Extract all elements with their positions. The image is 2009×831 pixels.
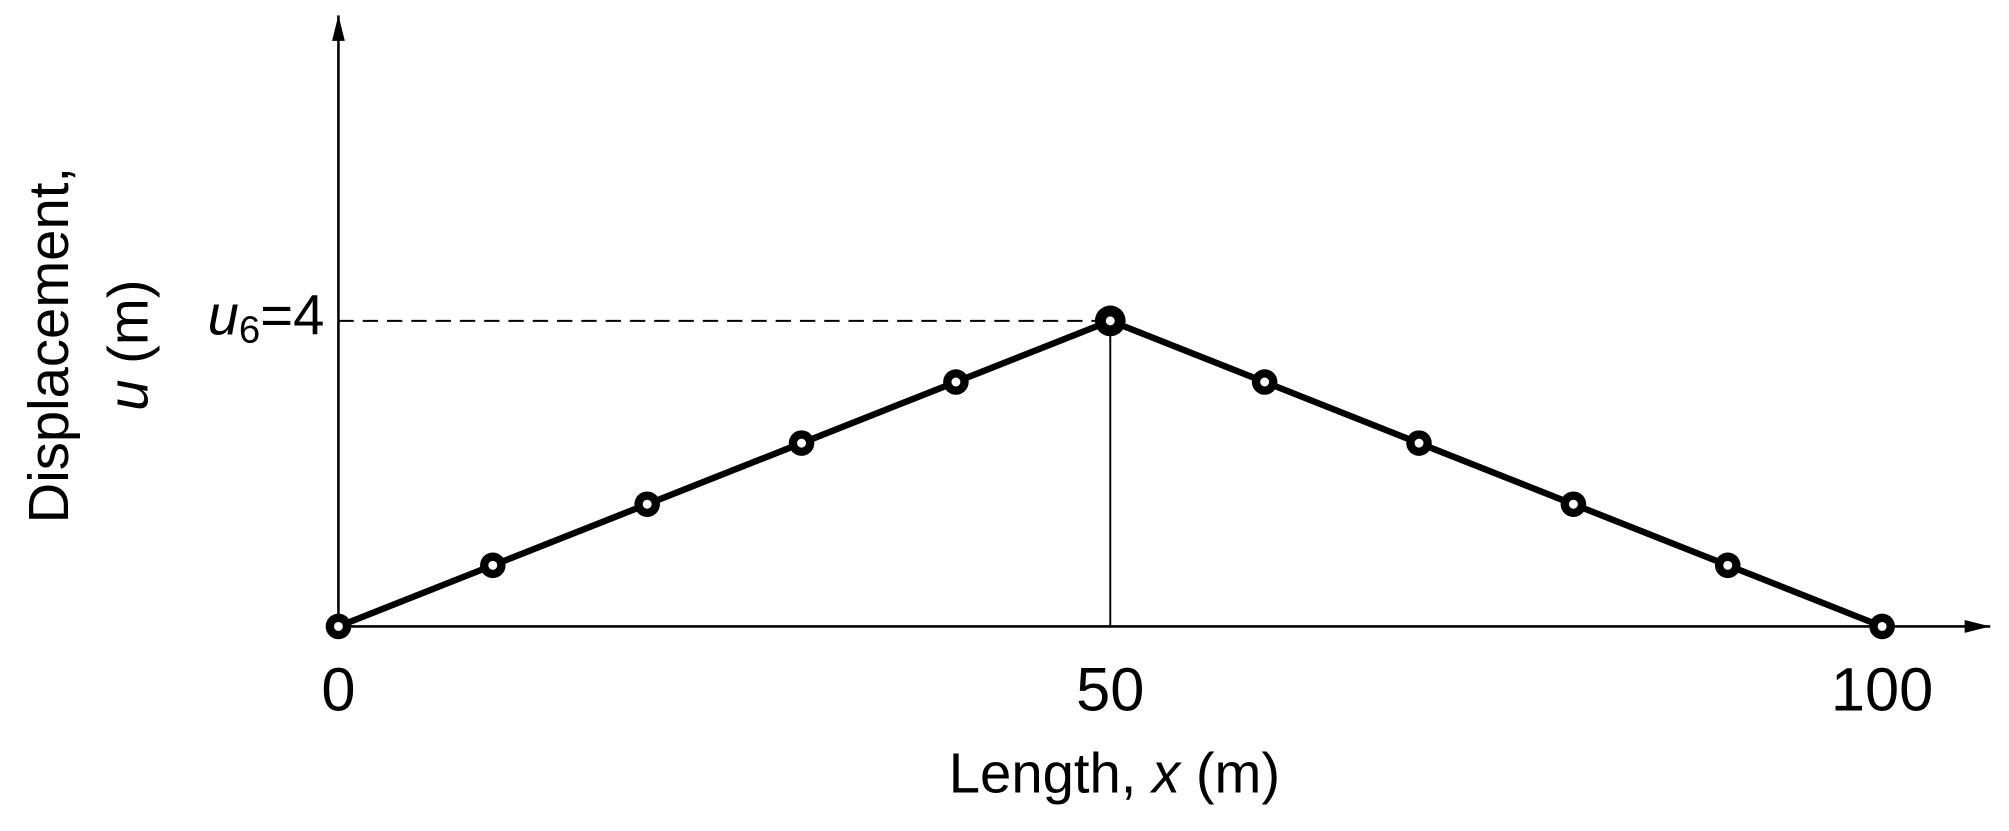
node-center bbox=[951, 377, 961, 387]
x-axis-label: Length, x (m) bbox=[949, 741, 1280, 804]
annotation-var: u bbox=[208, 283, 239, 346]
annotation-subscript: 6 bbox=[239, 309, 260, 352]
y-label-unit: (m) bbox=[96, 280, 159, 380]
y-label-var: u bbox=[96, 380, 159, 411]
y-axis-label: Displacement, u (m) bbox=[17, 167, 159, 523]
node-center bbox=[1877, 621, 1887, 631]
y-label-text: Displacement, bbox=[17, 167, 80, 523]
node-center bbox=[488, 560, 498, 570]
node-center bbox=[1260, 377, 1270, 387]
node-center bbox=[1414, 438, 1424, 448]
x-label-text: Length, bbox=[949, 741, 1152, 804]
node-center bbox=[642, 499, 652, 509]
node-center bbox=[333, 621, 343, 631]
x-tick-label: 0 bbox=[321, 655, 355, 724]
y-label-line2: u (m) bbox=[96, 280, 159, 411]
node-center bbox=[797, 438, 807, 448]
x-label-unit: (m) bbox=[1180, 741, 1280, 804]
node-center bbox=[1105, 316, 1115, 326]
node-center bbox=[1723, 560, 1733, 570]
x-label-var: x bbox=[1149, 741, 1182, 804]
node-center bbox=[1568, 499, 1578, 509]
x-tick-label: 100 bbox=[1831, 655, 1933, 724]
x-tick-label: 50 bbox=[1076, 655, 1144, 724]
annotation-value: =4 bbox=[260, 283, 324, 346]
annotation: u6=4 bbox=[208, 283, 325, 351]
